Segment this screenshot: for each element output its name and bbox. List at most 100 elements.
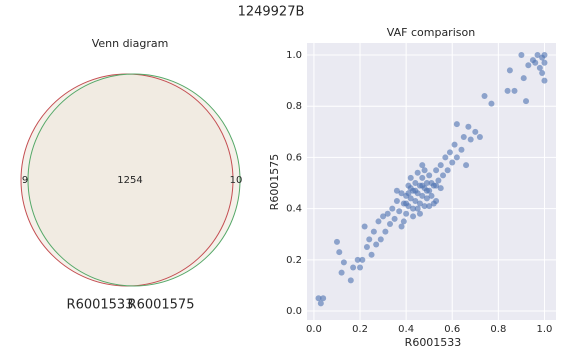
x-tick-label: 0.2 xyxy=(352,324,368,335)
point xyxy=(423,180,430,187)
point xyxy=(481,92,488,99)
y-tick-label: 0.8 xyxy=(286,101,302,112)
intersection-count: 1254 xyxy=(117,175,142,186)
point xyxy=(532,59,539,66)
point xyxy=(398,190,405,197)
point xyxy=(419,182,426,189)
point xyxy=(410,205,417,212)
point xyxy=(419,162,426,169)
point xyxy=(412,197,419,204)
point xyxy=(451,141,458,148)
point xyxy=(520,75,527,82)
point xyxy=(340,259,347,266)
x-tick-label: 0.8 xyxy=(490,324,506,335)
point xyxy=(518,52,525,59)
point xyxy=(444,167,451,174)
point xyxy=(541,59,548,66)
venn-title: Venn diagram xyxy=(92,37,169,50)
point xyxy=(414,205,421,212)
point xyxy=(419,192,426,199)
point xyxy=(433,167,440,174)
scatter-title: VAF comparison xyxy=(387,26,475,39)
point xyxy=(437,185,444,192)
set-outline xyxy=(27,73,241,287)
point xyxy=(421,203,428,210)
point xyxy=(412,180,419,187)
point xyxy=(407,174,414,181)
point xyxy=(488,100,495,107)
point xyxy=(368,251,375,258)
point xyxy=(472,128,479,135)
point xyxy=(465,123,472,130)
point xyxy=(357,264,364,271)
x-tick-label: 0.4 xyxy=(398,324,414,335)
point xyxy=(525,62,532,69)
point xyxy=(463,162,470,169)
point xyxy=(511,87,518,94)
point xyxy=(416,200,423,207)
point xyxy=(476,133,483,140)
x-tick-label: 0.0 xyxy=(306,324,322,335)
point xyxy=(453,154,460,161)
point xyxy=(442,154,449,161)
point xyxy=(541,52,548,59)
point xyxy=(389,205,396,212)
point xyxy=(393,187,400,194)
point xyxy=(506,67,513,74)
point xyxy=(380,213,387,220)
x-axis-label: R6001533 xyxy=(405,336,462,349)
y-axis-label: R6001575 xyxy=(268,154,281,211)
y-tick-label: 0.6 xyxy=(286,152,302,163)
point xyxy=(453,121,460,128)
point xyxy=(315,295,322,302)
y-tick-label: 1.0 xyxy=(286,50,302,61)
point xyxy=(384,210,391,217)
point xyxy=(403,200,410,207)
y-tick-label: 0.0 xyxy=(286,306,302,317)
point xyxy=(407,185,414,192)
point xyxy=(333,238,340,245)
point xyxy=(541,77,548,84)
y-tick-label: 0.2 xyxy=(286,255,302,266)
point xyxy=(421,167,428,174)
point xyxy=(398,223,405,230)
set-label: R6001575 xyxy=(128,298,195,313)
point xyxy=(467,136,474,143)
set-only-count: 9 xyxy=(22,175,28,186)
point xyxy=(407,195,414,202)
point xyxy=(410,213,417,220)
figure-title: 1249927B xyxy=(238,5,305,20)
point xyxy=(375,218,382,225)
point xyxy=(534,52,541,59)
point xyxy=(449,159,456,166)
point xyxy=(414,169,421,176)
point xyxy=(403,210,410,217)
set-only-count: 10 xyxy=(230,175,243,186)
point xyxy=(387,220,393,227)
point xyxy=(396,208,403,215)
point xyxy=(354,256,361,263)
set-circle xyxy=(28,74,240,286)
point xyxy=(393,197,400,204)
point xyxy=(317,300,324,307)
point xyxy=(377,236,384,243)
point xyxy=(437,162,444,169)
point xyxy=(523,98,530,105)
point xyxy=(363,244,370,251)
point xyxy=(458,146,465,153)
point xyxy=(361,223,368,230)
point xyxy=(433,182,440,189)
point xyxy=(366,236,373,243)
point xyxy=(336,249,343,256)
point xyxy=(416,210,423,217)
point xyxy=(338,269,345,276)
point xyxy=(359,256,366,263)
point xyxy=(504,87,511,94)
point xyxy=(426,172,433,179)
point xyxy=(423,187,430,194)
point xyxy=(400,218,407,225)
point xyxy=(405,190,412,197)
point xyxy=(382,228,389,235)
point xyxy=(350,264,357,271)
